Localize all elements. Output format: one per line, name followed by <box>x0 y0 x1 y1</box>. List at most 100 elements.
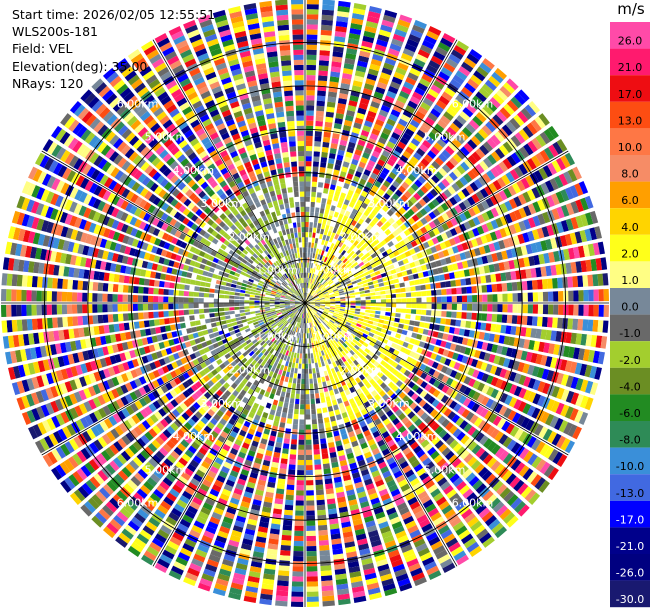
velocity-gate <box>272 344 278 350</box>
velocity-gate <box>425 461 435 471</box>
velocity-gate <box>298 306 302 312</box>
velocity-gate <box>297 373 301 379</box>
velocity-gate <box>594 366 602 380</box>
velocity-gate <box>518 431 528 443</box>
velocity-gate <box>244 590 258 598</box>
velocity-gate <box>69 407 79 419</box>
velocity-gate <box>449 439 459 449</box>
velocity-gate <box>316 504 326 511</box>
velocity-gate <box>346 364 353 371</box>
velocity-gate <box>310 302 316 303</box>
velocity-gate <box>453 271 460 279</box>
velocity-gate <box>416 449 426 459</box>
velocity-gate <box>328 341 333 347</box>
velocity-gate <box>490 207 499 218</box>
velocity-gate <box>321 19 333 26</box>
velocity-gate <box>275 309 281 313</box>
velocity-gate <box>240 312 246 317</box>
velocity-gate <box>563 345 570 358</box>
velocity-gate <box>37 422 47 435</box>
velocity-gate <box>359 312 365 316</box>
velocity-gate <box>334 568 347 575</box>
velocity-gate <box>549 415 559 428</box>
velocity-gate <box>325 304 331 306</box>
velocity-gate <box>310 403 316 410</box>
velocity-gate <box>428 59 441 70</box>
velocity-gate <box>419 518 431 529</box>
velocity-gate <box>156 465 167 476</box>
velocity-gate <box>345 546 357 553</box>
velocity-gate <box>364 252 371 258</box>
velocity-gate <box>378 488 389 497</box>
velocity-gate <box>338 402 345 409</box>
velocity-gate <box>317 413 323 419</box>
velocity-gate <box>145 417 155 427</box>
velocity-gate <box>463 221 472 230</box>
velocity-gate <box>542 382 551 395</box>
velocity-gate <box>75 419 85 431</box>
velocity-gate <box>305 368 309 374</box>
velocity-gate <box>445 175 454 185</box>
velocity-gate <box>166 332 173 339</box>
velocity-gate <box>375 511 386 520</box>
velocity-gate <box>505 171 515 183</box>
velocity-gate <box>481 212 490 222</box>
velocity-gate <box>456 446 467 457</box>
velocity-gate <box>80 363 88 374</box>
velocity-gate <box>419 471 430 481</box>
velocity-gate <box>404 128 415 137</box>
velocity-gate <box>438 500 450 511</box>
velocity-gate <box>458 529 471 541</box>
velocity-gate <box>273 503 283 510</box>
velocity-gate <box>362 378 369 385</box>
velocity-gate <box>98 325 105 335</box>
velocity-gate <box>467 229 475 239</box>
velocity-gate <box>134 512 146 524</box>
velocity-gate <box>155 350 163 359</box>
velocity-gate <box>357 139 366 147</box>
velocity-gate <box>213 354 220 361</box>
velocity-gate <box>324 422 331 428</box>
velocity-gate <box>211 511 222 521</box>
velocity-gate <box>343 182 350 190</box>
velocity-gate <box>294 310 299 315</box>
velocity-gate <box>255 489 264 497</box>
velocity-gate <box>461 508 473 520</box>
velocity-gate <box>224 390 232 398</box>
velocity-gate <box>416 378 424 386</box>
velocity-gate <box>485 398 495 409</box>
velocity-gate <box>185 572 199 582</box>
velocity-gate <box>446 288 452 295</box>
velocity-gate <box>289 372 294 378</box>
velocity-gate <box>454 225 462 235</box>
velocity-gate <box>300 399 305 405</box>
velocity-gate <box>46 372 54 385</box>
velocity-gate <box>189 501 201 511</box>
velocity-gate <box>463 173 473 183</box>
velocity-gate <box>362 242 369 249</box>
velocity-gate <box>322 407 328 413</box>
velocity-gate <box>158 318 165 326</box>
velocity-gate <box>210 349 217 356</box>
velocity-gate <box>414 86 426 97</box>
velocity-gate <box>533 424 544 436</box>
velocity-gate <box>332 315 338 319</box>
velocity-gate <box>398 118 408 127</box>
velocity-gate <box>325 246 330 252</box>
velocity-gate <box>217 397 225 405</box>
velocity-gate <box>238 354 245 361</box>
velocity-gate <box>133 321 140 329</box>
velocity-gate <box>375 291 381 296</box>
velocity-gate <box>494 526 508 539</box>
velocity-gate <box>338 241 344 248</box>
velocity-gate <box>393 396 402 405</box>
velocity-gate <box>428 536 441 547</box>
velocity-gate <box>402 395 410 403</box>
velocity-gate <box>368 249 375 255</box>
velocity-gate <box>318 351 322 357</box>
velocity-gate <box>229 470 239 478</box>
velocity-gate <box>358 543 370 551</box>
velocity-gate <box>172 531 184 542</box>
velocity-gate <box>322 4 335 11</box>
velocity-gate <box>468 268 475 276</box>
